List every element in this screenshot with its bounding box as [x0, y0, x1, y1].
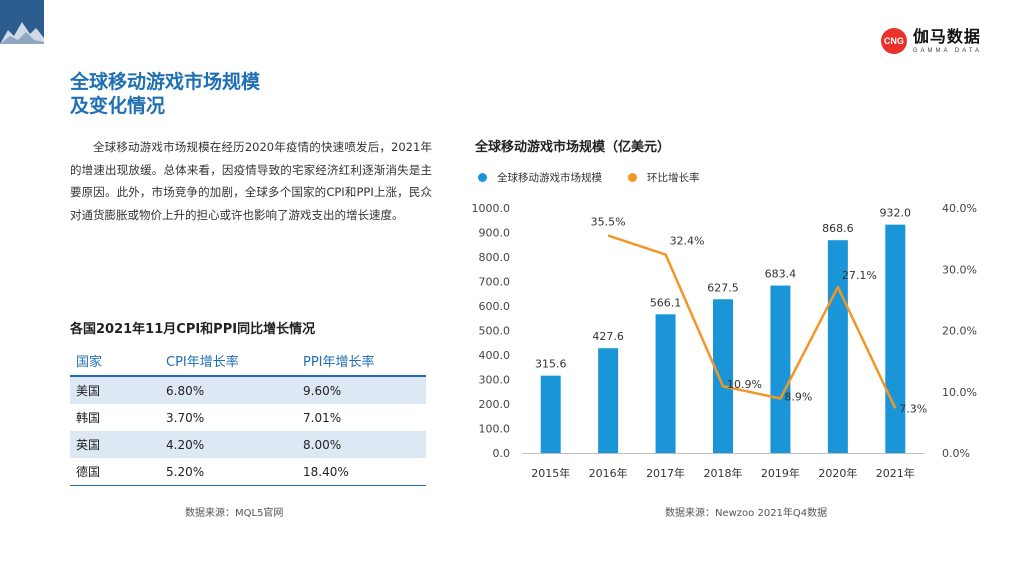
legend-item-bars: 全球移动游戏市场规模	[478, 170, 602, 185]
x-tick-label: 2021年	[876, 466, 915, 480]
table-header-country: 国家	[70, 346, 160, 377]
growth-rate-line	[607, 234, 897, 409]
x-tick-label: 2019年	[761, 466, 800, 480]
mountain-corner-decoration	[0, 0, 44, 44]
table-cell: 美国	[70, 376, 160, 404]
table-cell: 韩国	[76, 411, 101, 425]
table-cell: 6.80%	[160, 376, 297, 404]
table-row: 韩国 3.70% 7.01%	[70, 404, 426, 431]
x-tick-label: 2020年	[818, 466, 857, 480]
bar-data-label: 683.4	[765, 268, 797, 281]
y-left-tick-label: 900.0	[479, 227, 511, 240]
table-cell: 7.01%	[303, 410, 342, 425]
line-data-label: 35.5%	[591, 216, 626, 229]
table-title: 各国2021年11月CPI和PPI同比增长情况	[70, 322, 316, 337]
line-data-label: 32.4%	[670, 235, 705, 248]
y-right-tick-label: 40.0%	[942, 202, 977, 215]
bar-data-label: 627.5	[707, 281, 739, 294]
y-left-tick-label: 0.0	[493, 447, 511, 460]
table-header-ppi: PPI年增长率	[297, 346, 426, 377]
table-cell: 4.20%	[160, 431, 297, 458]
y-left-tick-label: 500.0	[479, 325, 511, 338]
table-row: 英国 4.20% 8.00%	[70, 431, 426, 458]
bar-data-label: 315.6	[535, 358, 567, 371]
y-right-tick-label: 10.0%	[942, 386, 977, 399]
table-cell: 8.00%	[297, 431, 426, 458]
table-cell: 18.40%	[297, 458, 426, 486]
page-title-line1: 全球移动游戏市场规模	[70, 71, 261, 93]
table-cell: 5.20%	[160, 458, 297, 486]
chart-title: 全球移动游戏市场规模（亿美元）	[475, 140, 671, 155]
bar	[655, 314, 676, 453]
table-cell: 德国	[70, 458, 160, 486]
bar	[713, 299, 733, 453]
x-tick-label: 2017年	[646, 466, 685, 480]
logo-badge-icon: CNG	[880, 28, 907, 54]
logo-name: 伽马数据	[912, 26, 981, 46]
legend-label-bars: 全球移动游戏市场规模	[497, 172, 602, 184]
bar	[540, 375, 561, 453]
table-header-cpi: CPI年增长率	[160, 346, 297, 377]
x-tick-label: 2015年	[531, 466, 570, 480]
bar	[598, 348, 619, 453]
bar	[770, 285, 791, 453]
legend-line-swatch-icon	[628, 173, 637, 182]
page-title: 全球移动游戏市场规模 及变化情况	[70, 70, 260, 118]
x-tick-label: 2018年	[704, 466, 743, 480]
chart-legend: 全球移动游戏市场规模 环比增长率	[478, 170, 700, 185]
bar-data-label: 427.6	[592, 330, 624, 343]
logo-subname: GAMMA DATA	[912, 47, 982, 54]
y-left-tick-label: 1000.0	[472, 202, 511, 215]
page-title-line2: 及变化情况	[70, 95, 166, 117]
bar-data-label: 566.1	[650, 296, 682, 309]
cpi-ppi-table: 国家 CPI年增长率 PPI年增长率 美国 6.80% 9.60% 韩国 3.7…	[70, 346, 426, 486]
bar	[885, 224, 906, 453]
y-left-tick-label: 400.0	[479, 349, 511, 362]
y-left-tick-label: 700.0	[479, 276, 511, 289]
y-right-tick-label: 0.0%	[942, 447, 970, 460]
bar-data-label: 932.0	[880, 207, 912, 220]
table-source: 数据来源：MQL5官网	[185, 508, 284, 519]
bar	[827, 240, 848, 453]
legend-bar-swatch-icon	[478, 173, 487, 182]
table-row: 美国 6.80% 9.60%	[70, 376, 426, 404]
y-left-tick-label: 200.0	[479, 398, 511, 411]
legend-item-line: 环比增长率	[628, 170, 700, 185]
table-row: 德国 5.20% 18.40%	[70, 458, 426, 486]
line-data-label: 10.9%	[727, 378, 762, 391]
x-tick-label: 2016年	[589, 466, 628, 480]
y-left-tick-label: 100.0	[479, 423, 511, 436]
legend-label-line: 环比增长率	[647, 172, 700, 184]
table-cell: 3.70%	[166, 410, 205, 425]
line-data-label: 27.1%	[842, 269, 877, 282]
brand-logo: CNG 伽马数据 GAMMA DATA	[880, 26, 982, 54]
bar-data-label: 868.6	[822, 222, 854, 235]
y-right-tick-label: 20.0%	[942, 325, 977, 338]
line-data-label: 8.9%	[784, 390, 812, 403]
y-left-tick-label: 800.0	[479, 251, 511, 264]
table-cell: 英国	[70, 431, 160, 458]
y-left-tick-label: 600.0	[479, 300, 511, 313]
y-right-tick-label: 30.0%	[942, 263, 977, 276]
line-data-label: 7.3%	[899, 402, 927, 415]
table-cell: 9.60%	[297, 376, 426, 404]
chart-source: 数据来源：Newzoo 2021年Q4数据	[665, 508, 828, 519]
summary-paragraph: 全球移动游戏市场规模在经历2020年疫情的快速喷发后，2021年的增速出现放缓。…	[70, 140, 432, 222]
y-left-tick-label: 300.0	[479, 374, 511, 387]
